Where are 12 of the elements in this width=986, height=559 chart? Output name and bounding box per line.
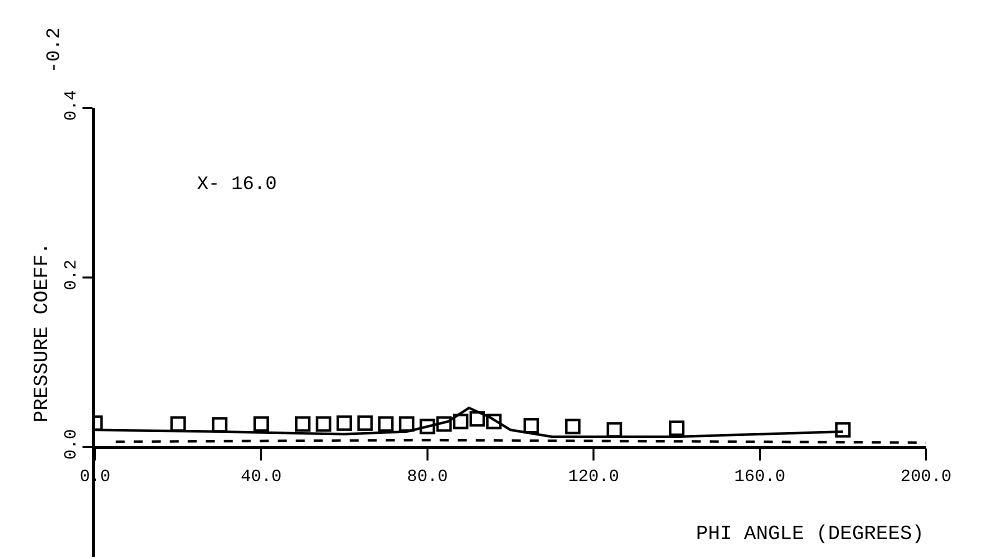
annotation: X- 16.0 bbox=[197, 173, 277, 195]
x-tick-label: 40.0 bbox=[240, 468, 282, 488]
x-tick-label: 80.0 bbox=[406, 468, 448, 488]
x-axis-title: PHI ANGLE (DEGREES) bbox=[696, 523, 924, 546]
y-tick-label: 0.2 bbox=[62, 260, 82, 290]
text: -0.2 bbox=[42, 27, 65, 74]
x-tick-label: 200.0 bbox=[900, 468, 952, 488]
x-tick-label: 120.0 bbox=[568, 468, 620, 488]
y-tick-label: 0.0 bbox=[62, 429, 82, 460]
x-tick-label: 160.0 bbox=[734, 468, 786, 488]
y-axis-title: PRESSURE COEFF. bbox=[30, 242, 54, 423]
y-tick-label: 0.4 bbox=[62, 90, 82, 121]
